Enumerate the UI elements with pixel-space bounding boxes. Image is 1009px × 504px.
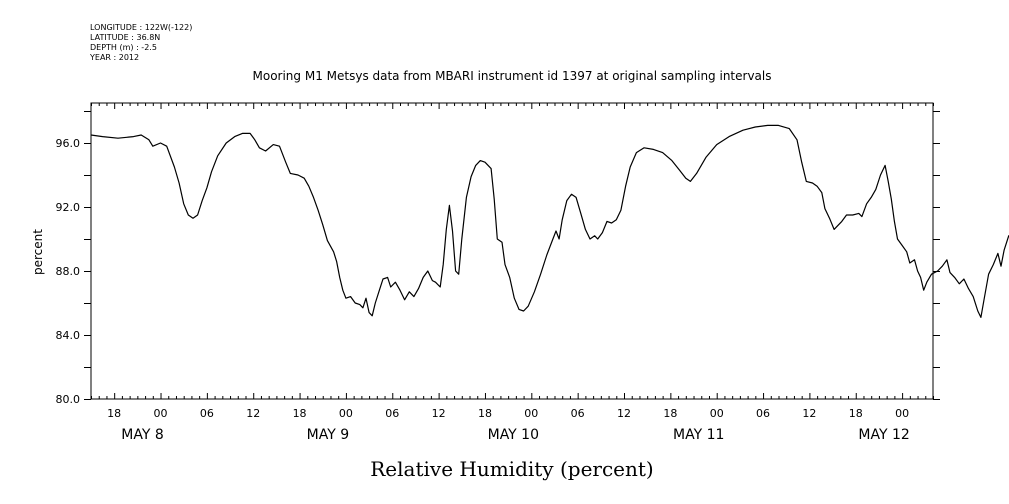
x-hour-label: 18 — [293, 407, 307, 420]
plot-frame — [90, 102, 934, 400]
header-metadata: LONGITUDE : 122W(-122) LATITUDE : 36.8N … — [89, 23, 192, 62]
y-tick-label: 80.0 — [56, 393, 81, 406]
meta-depth: DEPTH (m) : -2.5 — [90, 43, 157, 52]
x-hour-label: 12 — [617, 407, 631, 420]
x-day-label: MAY 8 — [121, 427, 163, 443]
x-hour-label: 00 — [895, 407, 909, 420]
x-hour-label: 12 — [802, 407, 816, 420]
series-layer — [90, 124, 1009, 318]
y-tick-labels: 80.0 84.0 88.0 92.0 96.0 — [56, 137, 81, 406]
x-axis-label: Relative Humidity (percent) — [370, 457, 653, 481]
x-hour-label: 06 — [571, 407, 585, 420]
y-axis-label: percent — [31, 229, 45, 275]
x-hour-label: 18 — [478, 407, 492, 420]
x-day-label: MAY 12 — [858, 427, 909, 443]
x-day-label: MAY 10 — [488, 427, 539, 443]
y-tick-label: 88.0 — [56, 265, 81, 278]
x-day-label: MAY 11 — [673, 427, 724, 443]
x-hour-label: 06 — [385, 407, 399, 420]
x-hour-label: 00 — [524, 407, 538, 420]
x-day-label: MAY 9 — [307, 427, 349, 443]
y-tick-label: 92.0 — [56, 201, 81, 214]
x-hour-label: 00 — [154, 407, 168, 420]
meta-year: YEAR : 2012 — [89, 53, 139, 62]
y-axis-ticks — [84, 111, 940, 400]
humidity-series-line — [90, 124, 1009, 318]
x-day-labels: MAY 8 MAY 9 MAY 10 MAY 11 MAY 12 — [121, 427, 910, 443]
meta-longitude: LONGITUDE : 122W(-122) — [90, 23, 192, 32]
x-hour-label: 18 — [849, 407, 863, 420]
plot-border — [90, 102, 934, 400]
y-tick-label: 96.0 — [56, 137, 81, 150]
x-hour-label: 18 — [107, 407, 121, 420]
x-hour-label: 12 — [246, 407, 260, 420]
meta-latitude: LATITUDE : 36.8N — [90, 33, 160, 42]
x-hour-label: 00 — [710, 407, 724, 420]
x-hour-labels: 18 00 06 12 18 00 06 12 18 00 06 12 18 00 06 12 18 00 — [107, 407, 909, 420]
x-hour-label: 18 — [663, 407, 677, 420]
x-hour-label: 06 — [200, 407, 214, 420]
x-axis-ticks — [91, 103, 934, 399]
y-tick-label: 84.0 — [56, 329, 81, 342]
x-hour-label: 06 — [756, 407, 770, 420]
chart-title: Mooring M1 Metsys data from MBARI instru… — [253, 69, 772, 83]
x-hour-label: 12 — [432, 407, 446, 420]
x-hour-label: 00 — [339, 407, 353, 420]
